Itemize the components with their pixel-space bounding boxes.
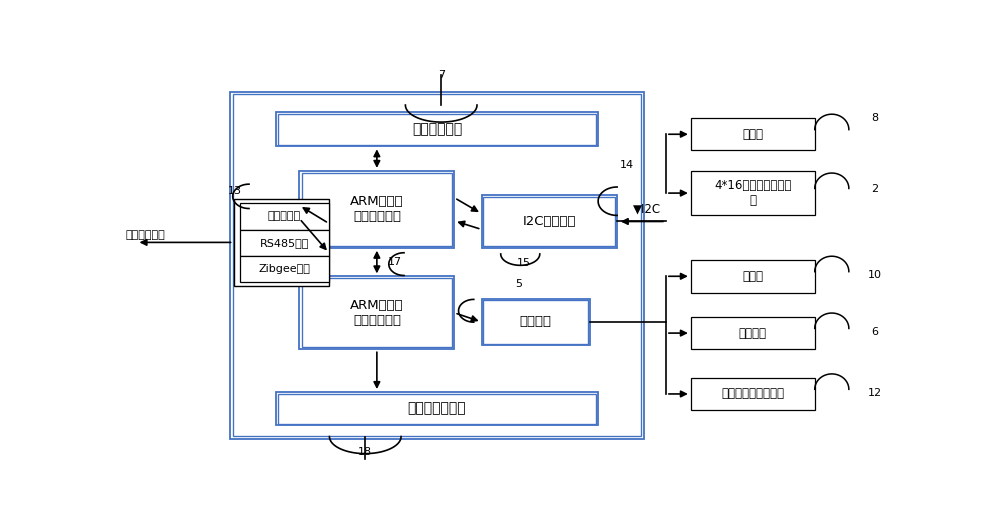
Bar <box>230 92 644 438</box>
Text: 14: 14 <box>619 161 633 171</box>
Bar <box>233 94 641 436</box>
Text: 13: 13 <box>228 186 242 196</box>
Bar <box>234 199 329 286</box>
Bar <box>240 256 329 282</box>
Text: 6: 6 <box>871 327 878 337</box>
Text: 报警灯: 报警灯 <box>742 270 763 283</box>
Text: 8: 8 <box>871 113 878 123</box>
Bar <box>278 394 596 424</box>
Text: Zibgee芯片: Zibgee芯片 <box>258 264 310 274</box>
Bar <box>691 260 815 292</box>
Text: 5: 5 <box>515 279 522 289</box>
Text: 彩色触摸液晶屏: 彩色触摸液晶屏 <box>408 402 466 416</box>
Text: 用于控制热源的阀门: 用于控制热源的阀门 <box>721 387 784 401</box>
Bar <box>691 118 815 151</box>
Bar <box>691 317 815 349</box>
Bar <box>299 171 454 248</box>
Bar <box>691 171 815 216</box>
Bar <box>483 197 615 246</box>
Text: 驱动模块: 驱动模块 <box>520 316 552 328</box>
Text: 15: 15 <box>517 258 531 268</box>
Bar <box>302 278 452 347</box>
Text: 对外通信接口: 对外通信接口 <box>125 230 165 240</box>
Bar <box>240 203 329 230</box>
Text: I2C通信模块: I2C通信模块 <box>523 215 576 228</box>
Text: 射频接收模块: 射频接收模块 <box>412 122 462 136</box>
Text: 4*16红外热电堆传感
器: 4*16红外热电堆传感 器 <box>714 179 791 207</box>
Bar <box>278 113 596 145</box>
Text: ARM处理器
（温度处理）: ARM处理器 （温度处理） <box>350 196 404 223</box>
Text: 17: 17 <box>388 257 402 267</box>
Text: 18: 18 <box>358 447 372 457</box>
Bar <box>302 173 452 246</box>
Text: 步进电机: 步进电机 <box>739 327 767 339</box>
Text: 7: 7 <box>438 71 445 81</box>
Bar <box>276 392 598 425</box>
Text: 以太网芯片: 以太网芯片 <box>268 211 301 221</box>
Bar <box>240 230 329 256</box>
Bar <box>691 378 815 410</box>
Bar <box>482 299 590 345</box>
Text: 12: 12 <box>867 388 881 398</box>
Text: ARM处理器
（液晶显示）: ARM处理器 （液晶显示） <box>350 299 404 327</box>
Text: RS485芯片: RS485芯片 <box>260 238 309 248</box>
Text: 激光器: 激光器 <box>742 128 763 141</box>
Text: 2: 2 <box>871 184 878 194</box>
Bar <box>276 112 598 147</box>
Bar <box>483 300 588 344</box>
Text: 10: 10 <box>867 270 881 280</box>
Text: ▼I2C: ▼I2C <box>633 203 661 216</box>
Bar <box>299 276 454 349</box>
Bar <box>482 195 617 248</box>
